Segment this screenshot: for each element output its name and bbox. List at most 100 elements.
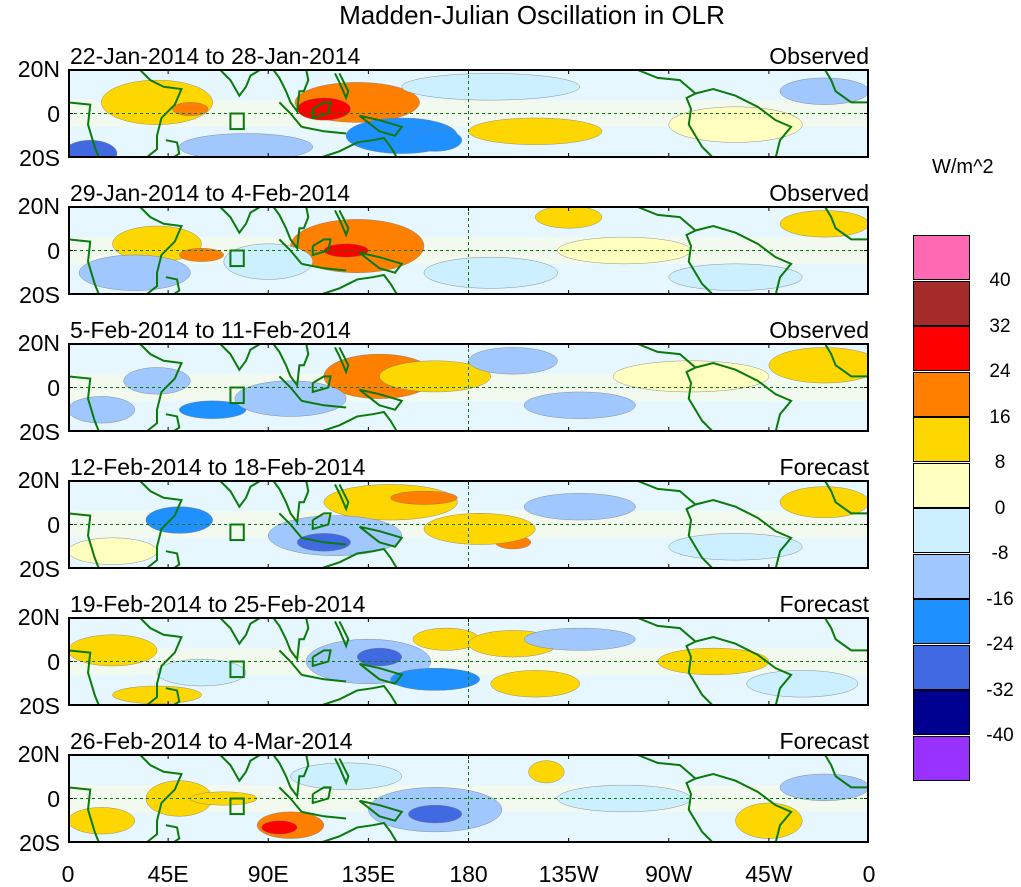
x-tick-label: 0	[61, 861, 75, 887]
panel-3-kind: Observed	[769, 317, 869, 343]
anomaly-contour	[423, 513, 536, 545]
anomaly-contour	[179, 400, 247, 419]
colorbar-label: 0	[994, 497, 1006, 519]
anomaly-contour	[779, 77, 869, 105]
map-panel-6	[68, 754, 869, 843]
map-panel-1	[68, 69, 869, 158]
coastline	[218, 754, 263, 783]
panel-2-kind: Observed	[769, 180, 869, 206]
y-tick-label: 20N	[17, 741, 60, 767]
olr-map-svg	[68, 206, 869, 295]
coastline	[301, 262, 347, 272]
colorbar-label: -24	[986, 634, 1014, 655]
colorbar-swatch	[913, 644, 970, 690]
y-tick-label: 20N	[17, 604, 60, 630]
anomaly-contour	[379, 360, 491, 393]
x-tick-label: 135E	[341, 861, 396, 887]
y-tick-label: 20N	[17, 56, 60, 82]
x-tick-label: 135W	[538, 861, 599, 887]
coastline	[138, 480, 183, 569]
coastline	[635, 617, 714, 706]
y-tick-label: 20S	[19, 556, 60, 582]
coastline	[358, 388, 404, 411]
y-tick-label: 0	[47, 100, 60, 127]
anomaly-contour	[523, 391, 636, 419]
anomaly-contour	[179, 133, 313, 158]
anomaly-contour	[68, 807, 135, 835]
coastline	[334, 758, 350, 786]
anomaly-contour	[535, 206, 603, 229]
anomaly-contour	[408, 128, 463, 152]
anomaly-contour	[357, 647, 402, 667]
panel-frame	[68, 343, 869, 432]
coastline	[165, 276, 181, 295]
panel-frame	[68, 206, 869, 295]
anomaly-contour	[145, 506, 213, 534]
anomaly-contour	[468, 347, 558, 375]
x-tick-label: 90E	[247, 861, 289, 887]
coastline	[311, 101, 332, 120]
chart-title: Madden-Julian Oscillation in OLR	[339, 0, 725, 30]
colorbar-label: -16	[986, 588, 1014, 610]
coastline	[301, 673, 347, 683]
colorbar-swatch	[913, 599, 970, 644]
panel-6-kind: Forecast	[779, 728, 869, 754]
coastline	[635, 480, 714, 569]
coastline	[358, 799, 404, 822]
coastline	[271, 343, 310, 388]
panel-5-kind: Forecast	[779, 591, 869, 617]
coastline	[823, 617, 869, 652]
anomaly-contour	[401, 73, 580, 101]
coastline	[311, 375, 332, 394]
coastline	[138, 69, 183, 158]
anomaly-contour	[261, 820, 298, 835]
coastline	[218, 343, 263, 372]
panel-6-dates: 26-Feb-2014 to 4-Mar-2014	[70, 728, 353, 754]
x-tick-label: 45E	[147, 861, 189, 887]
coastline	[823, 754, 869, 789]
anomaly-contour	[490, 670, 580, 698]
panel-2-dates: 29-Jan-2014 to 4-Feb-2014	[70, 180, 351, 206]
anomaly-contour	[408, 804, 463, 824]
anomaly-contour	[296, 97, 351, 121]
y-tick-label: 20S	[19, 419, 60, 445]
coastline	[68, 649, 101, 706]
anomaly-contour	[78, 254, 191, 291]
coastline	[68, 786, 101, 843]
anomaly-contour	[523, 627, 636, 651]
coastline	[138, 754, 183, 843]
y-tick-label: 20N	[17, 193, 60, 219]
coastline	[218, 617, 263, 646]
coastline	[358, 114, 404, 137]
panel-4-dates: 12-Feb-2014 to 18-Feb-2014	[70, 454, 366, 480]
coastline	[635, 69, 714, 158]
coastline	[319, 410, 399, 432]
coastline	[823, 343, 869, 378]
colorbar-label: -8	[991, 543, 1009, 564]
coastline	[68, 238, 101, 295]
x-tick-label: 0	[862, 861, 876, 887]
coastline	[334, 73, 350, 101]
anomaly-contour	[179, 248, 224, 262]
coastline	[319, 547, 399, 569]
y-tick-label: 20S	[19, 282, 60, 308]
anomaly-contour	[746, 670, 859, 698]
coastline	[271, 617, 310, 662]
coastline	[271, 480, 310, 525]
coastline	[358, 251, 404, 274]
map-panel-5	[68, 617, 869, 706]
panel-4-kind: Forecast	[779, 454, 869, 480]
colorbar-swatch	[913, 735, 970, 781]
coastline	[301, 810, 347, 820]
olr-map-svg	[68, 617, 869, 706]
map-panel-3	[68, 343, 869, 432]
anomaly-contour	[668, 533, 803, 561]
anomaly-contour	[528, 760, 565, 784]
anomaly-contour	[123, 367, 191, 395]
anomaly-contour	[223, 243, 313, 280]
coastline	[271, 206, 310, 251]
anomaly-contour	[290, 762, 402, 790]
coastline	[271, 754, 310, 799]
anomaly-contour	[156, 659, 247, 687]
y-tick-label: 0	[47, 785, 60, 812]
